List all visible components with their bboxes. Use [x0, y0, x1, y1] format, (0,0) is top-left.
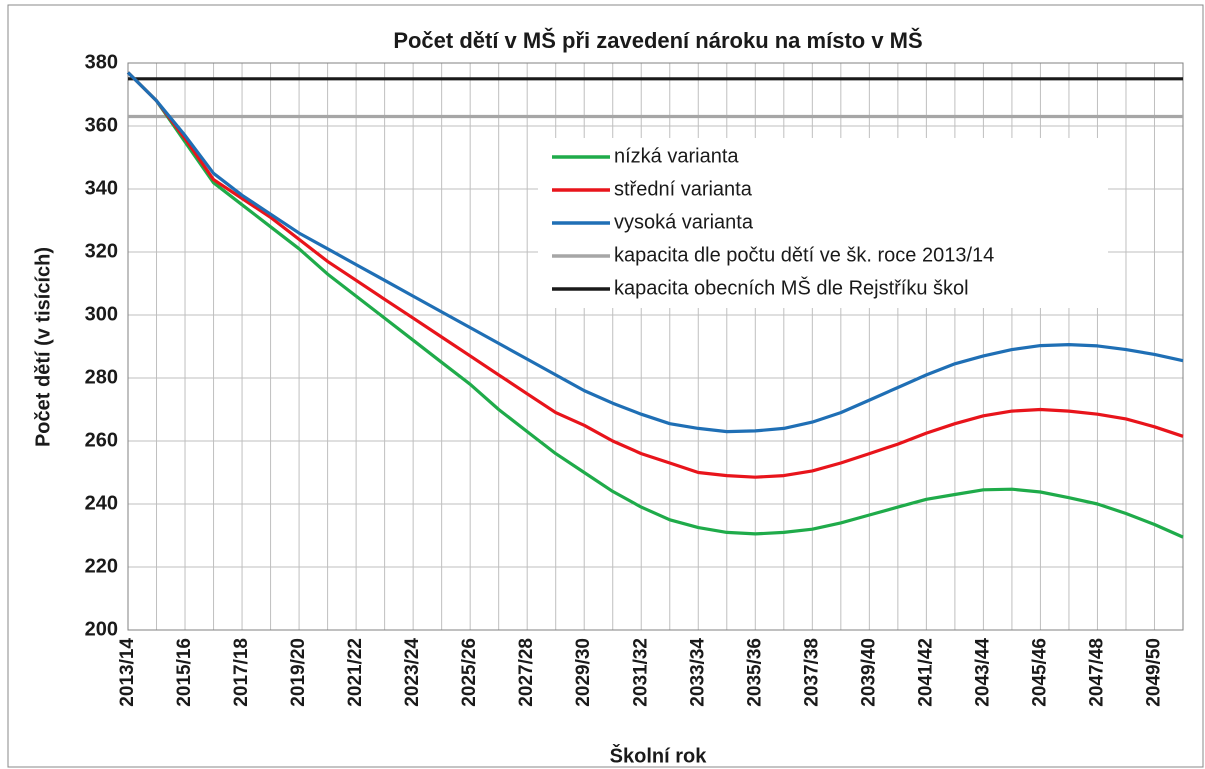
y-tick-label: 240 — [85, 492, 118, 514]
x-tick-label: 2015/16 — [174, 638, 195, 707]
legend-box — [538, 138, 1108, 308]
y-tick-label: 320 — [85, 240, 118, 262]
x-tick-label: 2031/32 — [630, 638, 651, 707]
x-tick-label: 2045/46 — [1029, 638, 1050, 707]
x-tick-label: 2017/18 — [231, 638, 252, 707]
chart-frame — [7, 4, 1204, 768]
chart-title: Počet dětí v MŠ při zavedení nároku na m… — [393, 28, 922, 53]
legend-label: kapacita obecních MŠ dle Rejstříku škol — [614, 276, 969, 299]
x-axis-label: Školní rok — [610, 743, 708, 767]
x-tick-label: 2049/50 — [1144, 638, 1165, 707]
y-tick-label: 260 — [85, 429, 118, 451]
legend-label: vysoká varianta — [614, 211, 754, 233]
x-tick-label: 2037/38 — [801, 638, 822, 707]
y-tick-label: 200 — [85, 618, 118, 640]
x-tick-label: 2013/14 — [117, 638, 138, 707]
series-line — [126, 71, 1184, 434]
series-line — [126, 71, 1184, 539]
x-tick-label: 2035/36 — [744, 638, 765, 707]
x-tick-label: 2023/24 — [402, 638, 423, 707]
x-tick-label: 2019/20 — [288, 638, 309, 707]
x-tick-label: 2047/48 — [1086, 638, 1107, 707]
x-tick-label: 2041/42 — [915, 638, 936, 707]
x-tick-label: 2033/34 — [687, 638, 708, 707]
y-tick-label: 360 — [85, 114, 118, 136]
legend-label: kapacita dle počtu dětí ve šk. roce 2013… — [614, 244, 994, 266]
x-tick-label: 2025/26 — [459, 638, 480, 707]
y-tick-label: 340 — [85, 177, 118, 199]
y-tick-label: 280 — [85, 366, 118, 388]
y-tick-label: 220 — [85, 555, 118, 577]
y-tick-label: 380 — [85, 51, 118, 73]
x-tick-label: 2027/28 — [516, 638, 537, 707]
legend-label: střední varianta — [614, 178, 753, 200]
legend-label: nízká varianta — [614, 145, 739, 167]
plot-border — [127, 62, 1184, 631]
y-axis-label: Počet dětí (v tisících) — [32, 247, 54, 447]
series-line — [126, 71, 1184, 479]
x-tick-label: 2021/22 — [345, 638, 366, 707]
y-tick-label: 300 — [85, 303, 118, 325]
x-tick-label: 2039/40 — [858, 638, 879, 707]
x-tick-label: 2043/44 — [972, 638, 993, 707]
x-tick-label: 2029/30 — [573, 638, 594, 707]
